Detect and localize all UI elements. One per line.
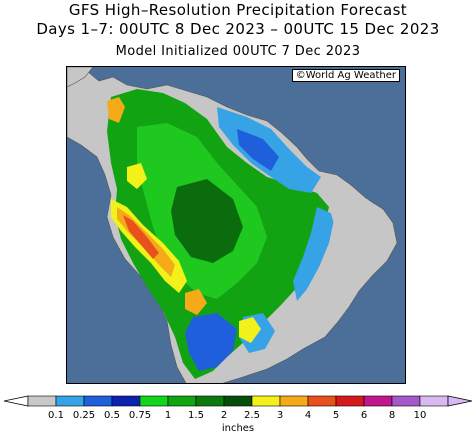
legend-tick-label: 10 <box>413 410 427 421</box>
legend-arrow-high <box>447 395 473 407</box>
map-canvas <box>67 67 405 383</box>
legend-tick-label: 3 <box>276 410 284 421</box>
legend-colorbar <box>3 395 473 407</box>
legend-swatch <box>167 395 197 407</box>
legend-tick-label: 8 <box>388 410 396 421</box>
legend-tick-label: 0.1 <box>48 410 64 421</box>
rain-field-dark-green <box>171 179 243 263</box>
rain-field-blue-ne-dark <box>237 129 279 171</box>
credit-label: ©World Ag Weather <box>291 69 400 82</box>
rain-spot-north-yellow <box>127 163 147 189</box>
rain-field-blue-south <box>185 313 237 371</box>
legend-tick-label: 4 <box>304 410 312 421</box>
legend-swatch <box>111 395 141 407</box>
legend-tick-label: 0.5 <box>104 410 120 421</box>
legend-arrow-low <box>3 395 29 407</box>
model-initialized: Model Initialized 00UTC 7 Dec 2023 <box>115 44 361 59</box>
legend-swatch <box>419 395 449 407</box>
legend-tick-label: 6 <box>360 410 368 421</box>
land-central-america <box>67 67 94 88</box>
color-legend: 0.1 0.25 0.5 0.75 1 1.5 2 2.5 3 4 5 6 8 10 inches <box>0 392 476 436</box>
map-title: GFS High–Resolution Precipitation Foreca… <box>68 1 408 19</box>
dry-region-northeast <box>329 189 393 267</box>
legend-swatch <box>279 395 309 407</box>
precipitation-map: ©World Ag Weather <box>66 66 406 384</box>
legend-units: inches <box>221 423 255 434</box>
legend-swatch <box>335 395 365 407</box>
rain-spot-south-orange <box>185 289 207 315</box>
rain-band-andes-red <box>123 215 159 259</box>
legend-swatch <box>55 395 85 407</box>
legend-swatch <box>195 395 225 407</box>
legend-swatch <box>139 395 169 407</box>
legend-tick-label: 1 <box>164 410 172 421</box>
legend-tick-label: 0.25 <box>72 410 96 421</box>
legend-swatch <box>391 395 421 407</box>
legend-swatch <box>363 395 393 407</box>
legend-swatch <box>307 395 337 407</box>
legend-tick-label: 5 <box>332 410 340 421</box>
legend-tick-label: 0.75 <box>128 410 152 421</box>
rain-spot-north-orange <box>107 97 125 123</box>
legend-swatch <box>223 395 253 407</box>
legend-tick-label: 1.5 <box>188 410 204 421</box>
rain-field-blue-east <box>293 207 335 301</box>
legend-swatch <box>251 395 281 407</box>
legend-tick-label: 2.5 <box>244 410 260 421</box>
legend-swatch <box>27 395 57 407</box>
legend-tick-label: 2 <box>220 410 228 421</box>
forecast-period: Days 1–7: 00UTC 8 Dec 2023 – 00UTC 15 De… <box>36 20 440 38</box>
rain-spot-south-yellow <box>239 317 261 343</box>
legend-swatch <box>83 395 113 407</box>
